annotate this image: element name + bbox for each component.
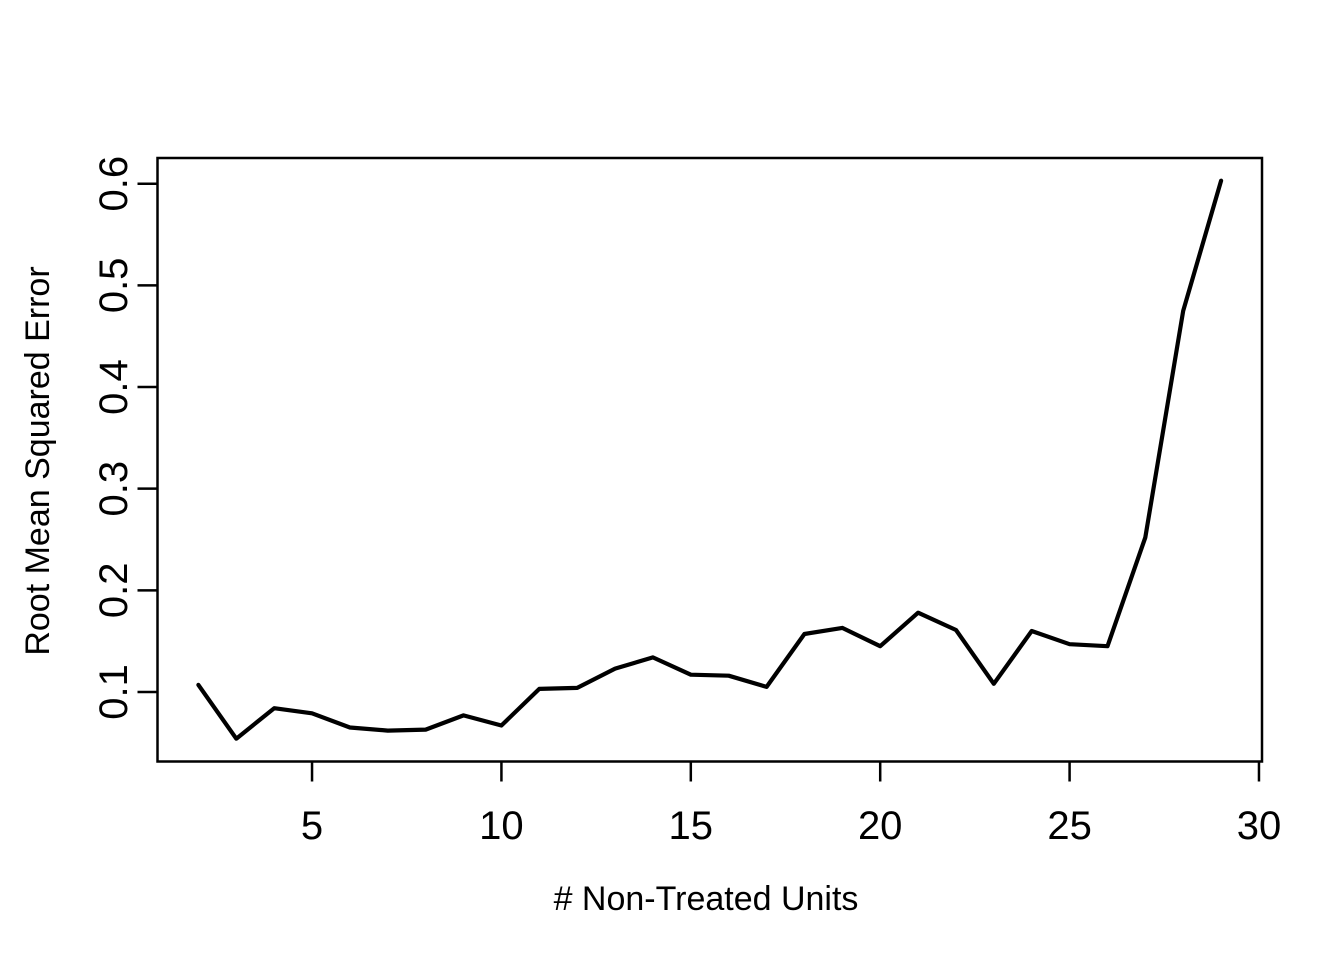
x-tick-label: 15 <box>669 804 714 848</box>
y-tick-label: 0.3 <box>92 461 136 517</box>
x-axis-title: # Non-Treated Units <box>554 880 859 918</box>
y-axis-title: Root Mean Squared Error <box>19 266 57 655</box>
chart-layer: 5 10 15 20 25 30 0.1 0.2 0.3 0.4 0.5 0.6 <box>92 156 1281 848</box>
rmse-line <box>196 178 1224 741</box>
y-tick-label: 0.2 <box>92 563 136 619</box>
y-tick-label: 0.6 <box>92 156 136 212</box>
y-tick-label: 0.4 <box>92 359 136 415</box>
plot-box <box>156 156 1264 763</box>
y-tick-label: 0.5 <box>92 258 136 314</box>
x-tick-label: 25 <box>1047 804 1092 848</box>
x-tick-label: 30 <box>1237 804 1282 848</box>
x-tick-label: 10 <box>479 804 524 848</box>
x-tick-label: 20 <box>858 804 903 848</box>
y-tick-label: 0.1 <box>92 664 136 720</box>
x-tick-label: 5 <box>301 804 323 848</box>
